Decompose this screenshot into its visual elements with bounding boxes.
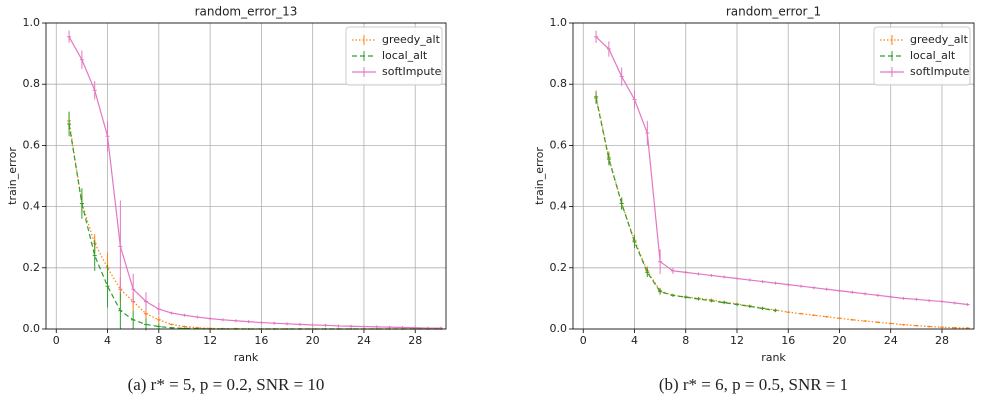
x-tick-label: 0 xyxy=(53,334,60,347)
x-tick-label: 20 xyxy=(832,334,846,347)
x-tick-label: 24 xyxy=(357,334,371,347)
series-line xyxy=(68,36,441,329)
x-tick-label: 0 xyxy=(580,334,587,347)
legend-label: greedy_alt xyxy=(910,33,969,46)
series-line xyxy=(595,36,968,306)
caption: (a) r* = 5, p = 0.2, SNR = 10 xyxy=(128,375,325,394)
series-line xyxy=(595,96,968,329)
legend-box xyxy=(345,26,443,86)
y-tick-label: 0.2 xyxy=(550,261,568,274)
y-tick-label: 1.0 xyxy=(23,16,41,29)
chart-title: random_error_13 xyxy=(195,5,298,19)
legend-label: softImpute xyxy=(382,65,442,78)
y-tick-label: 0.0 xyxy=(550,322,568,335)
x-tick-label: 16 xyxy=(254,334,268,347)
series-line xyxy=(595,97,776,312)
x-tick-label: 8 xyxy=(682,334,689,347)
x-tick-label: 20 xyxy=(306,334,320,347)
y-tick-label: 0.4 xyxy=(23,200,41,213)
y-tick-label: 0.8 xyxy=(550,77,568,90)
x-tick-label: 4 xyxy=(631,334,638,347)
legend: greedy_alt local_alt softImpute xyxy=(873,26,971,86)
caption: (b) r* = 6, p = 0.5, SNR = 1 xyxy=(659,375,848,394)
x-tick-label: 12 xyxy=(203,334,217,347)
y-tick-label: 0.0 xyxy=(23,322,41,335)
x-tick-label: 12 xyxy=(730,334,744,347)
x-tick-label: 28 xyxy=(935,334,949,347)
legend-label: local_alt xyxy=(910,49,956,62)
chart-title: random_error_1 xyxy=(726,5,821,19)
y-tick-label: 0.8 xyxy=(23,77,41,90)
x-tick-label: 28 xyxy=(408,334,422,347)
x-axis-label: rank xyxy=(761,351,786,364)
series-line xyxy=(68,120,441,330)
legend: greedy_alt local_alt softImpute xyxy=(345,26,443,86)
x-tick-label: 4 xyxy=(104,334,111,347)
y-tick-label: 0.6 xyxy=(23,138,41,151)
x-tick-label: 16 xyxy=(781,334,795,347)
legend-label: greedy_alt xyxy=(382,33,441,46)
plot-frame xyxy=(45,22,447,330)
legend-label: local_alt xyxy=(382,49,428,62)
legend-label: softImpute xyxy=(910,65,970,78)
y-axis-label: train_error xyxy=(6,147,19,205)
plot-frame xyxy=(572,22,975,330)
y-tick-label: 1.0 xyxy=(550,16,568,29)
x-tick-label: 24 xyxy=(884,334,898,347)
y-tick-label: 0.2 xyxy=(23,261,41,274)
legend-box xyxy=(873,26,971,86)
y-tick-label: 0.6 xyxy=(550,138,568,151)
series-line xyxy=(68,123,441,330)
x-tick-label: 8 xyxy=(155,334,162,347)
x-axis-label: rank xyxy=(234,351,259,364)
y-tick-label: 0.4 xyxy=(550,200,568,213)
y-axis-label: train_error xyxy=(533,147,546,205)
